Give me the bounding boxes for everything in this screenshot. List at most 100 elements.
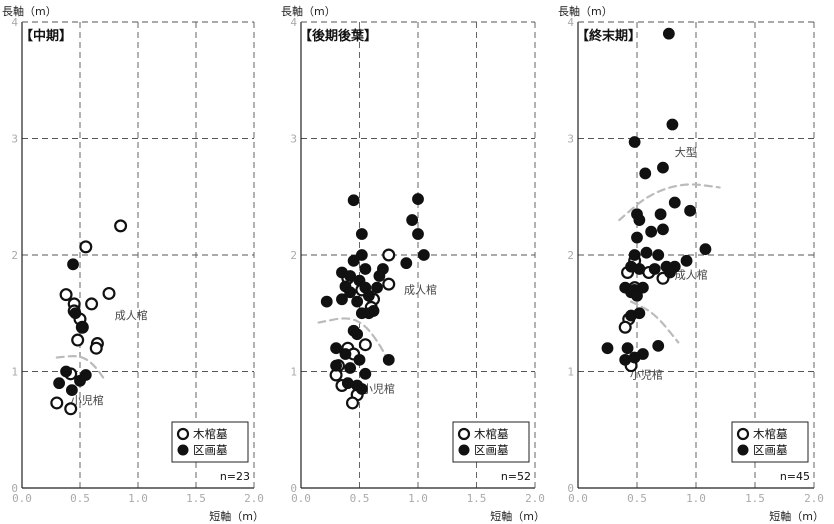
- data-point-filled: [645, 225, 658, 238]
- data-point-filled: [680, 254, 693, 267]
- data-point-filled: [69, 307, 82, 320]
- y-tick-label: 3: [567, 133, 574, 146]
- size-boundary-curve: [55, 355, 107, 382]
- data-point-filled: [362, 307, 375, 320]
- data-point-filled: [664, 266, 676, 279]
- data-point-filled: [412, 228, 424, 240]
- panel-title: 【中期】: [20, 28, 72, 44]
- data-point-filled: [355, 249, 368, 261]
- data-point-open: [382, 248, 396, 262]
- y-axis-label: 長軸（m）: [281, 4, 336, 18]
- x-tick-label: 0.0: [12, 492, 32, 505]
- y-axis-label: 長軸（m）: [558, 4, 613, 18]
- data-point-filled: [344, 270, 357, 282]
- annotation-label: 成人棺: [404, 282, 437, 296]
- data-point-filled: [668, 196, 681, 209]
- data-point-filled: [631, 289, 643, 302]
- data-point-filled: [330, 359, 343, 372]
- data-point-filled: [648, 263, 661, 275]
- y-tick-label: 4: [290, 16, 297, 29]
- y-tick-label: 0: [290, 482, 297, 495]
- annotation-label: 小児棺: [71, 393, 104, 407]
- x-tick-label: 1.0: [128, 492, 148, 505]
- data-point-filled: [351, 328, 364, 341]
- y-tick-label: 1: [11, 366, 18, 379]
- legend-marker-open: [736, 427, 750, 441]
- size-boundary-curve: [618, 183, 721, 222]
- data-point-filled: [330, 342, 343, 355]
- y-tick-label: 3: [11, 133, 18, 146]
- data-point-open: [59, 288, 73, 302]
- legend-label: 区画墓: [474, 443, 509, 457]
- y-tick-label: 4: [11, 16, 18, 29]
- x-tick-label: 1.5: [467, 492, 487, 505]
- data-point-filled: [628, 351, 641, 364]
- data-point-open: [382, 277, 396, 291]
- data-point-open: [358, 338, 372, 352]
- y-tick-label: 1: [290, 366, 297, 379]
- y-tick-label: 3: [290, 133, 297, 146]
- x-tick-label: 1.5: [745, 492, 765, 505]
- x-tick-label: 1.0: [408, 492, 428, 505]
- sample-size-label: n=45: [780, 470, 810, 483]
- legend-marker-open: [457, 427, 471, 441]
- data-point-filled: [344, 286, 357, 299]
- data-point-filled: [654, 208, 667, 221]
- annotation-label: 小児棺: [630, 367, 663, 381]
- data-point-filled: [666, 118, 679, 131]
- data-point-filled: [355, 228, 368, 240]
- data-point-filled: [662, 27, 675, 40]
- panel-title: 【後期後葉】: [299, 28, 377, 44]
- data-point-filled: [657, 223, 669, 236]
- data-point-filled: [400, 257, 413, 270]
- annotation-label: 成人棺: [115, 308, 148, 322]
- legend-label: 木棺墓: [753, 427, 788, 441]
- data-point-filled: [76, 321, 89, 334]
- data-point-filled: [339, 348, 352, 360]
- data-point-filled: [320, 295, 333, 308]
- data-point-filled: [60, 365, 72, 378]
- data-point-open: [85, 297, 99, 311]
- data-point-filled: [601, 342, 614, 355]
- data-point-open: [102, 286, 116, 300]
- data-point-filled: [53, 377, 66, 390]
- x-tick-label: 0.5: [70, 492, 90, 505]
- data-point-filled: [639, 167, 652, 180]
- data-point-filled: [657, 161, 669, 174]
- legend-marker-filled: [177, 444, 189, 456]
- y-tick-label: 1: [567, 366, 574, 379]
- x-tick-label: 2.0: [804, 492, 824, 505]
- legend-label: 木棺墓: [474, 427, 509, 441]
- chart-panel-1: 0.0 0.5 1.0 1.5 2.0 0 1 2 3 4長軸（m） 短軸（m） 【中期】成人棺小児棺…: [2, 4, 264, 523]
- x-tick-label: 2.0: [244, 492, 264, 505]
- y-tick-label: 2: [290, 249, 297, 262]
- size-boundary-curve: [630, 300, 680, 344]
- data-point-filled: [417, 249, 430, 261]
- annotation-label: 大型: [675, 145, 697, 159]
- data-point-filled: [359, 367, 372, 380]
- data-point-filled: [637, 281, 649, 294]
- data-point-filled: [406, 214, 419, 226]
- x-tick-label: 1.0: [686, 492, 706, 505]
- panel-title: 【終末期】: [576, 28, 641, 44]
- data-point-filled: [373, 270, 386, 282]
- x-axis-label: 短軸（m）: [769, 509, 824, 523]
- data-point-filled: [412, 193, 424, 205]
- data-point-open: [114, 219, 128, 233]
- data-point-open: [50, 396, 64, 410]
- x-tick-label: 0.0: [291, 492, 311, 505]
- data-point-filled: [684, 204, 696, 217]
- x-tick-label: 2.0: [525, 492, 545, 505]
- y-tick-label: 4: [567, 16, 574, 29]
- data-point-open: [71, 333, 85, 347]
- data-point-filled: [699, 243, 712, 256]
- data-point-open: [79, 240, 93, 254]
- legend-marker-filled: [458, 444, 470, 456]
- x-axis-label: 短軸（m）: [209, 509, 264, 523]
- legend-label: 区画墓: [193, 443, 228, 457]
- y-tick-label: 2: [11, 249, 18, 262]
- data-point-filled: [621, 342, 634, 355]
- data-point-filled: [67, 258, 79, 271]
- size-boundary-curve: [317, 317, 390, 364]
